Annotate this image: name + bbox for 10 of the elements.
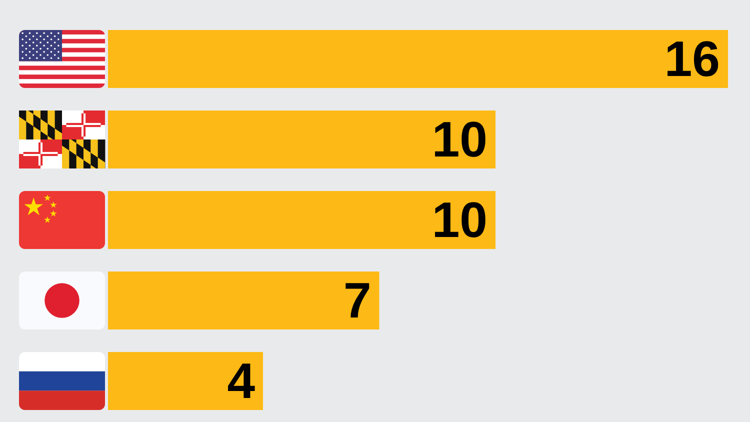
data-label: 10 [432,111,488,168]
bar [108,191,496,249]
data-label: 4 [227,353,256,410]
data-label: 10 [432,192,488,248]
bar [108,272,380,330]
data-label: 16 [664,30,720,87]
bar [108,30,728,88]
bar [108,110,496,168]
data-label: 7 [343,272,372,329]
bar [108,352,263,410]
